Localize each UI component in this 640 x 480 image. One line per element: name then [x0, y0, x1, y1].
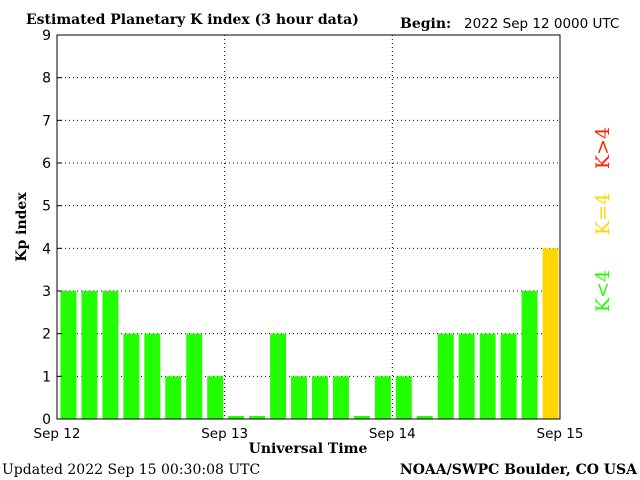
kp-bar [228, 416, 245, 419]
kp-bar [479, 333, 496, 419]
y-ticks: 0 1 2 3 4 5 6 7 8 9 [42, 28, 62, 428]
y-tick-label: 3 [42, 284, 51, 300]
y-tick-label: 7 [42, 113, 51, 129]
y-tick-label: 0 [42, 412, 51, 428]
y-tick-label: 4 [42, 241, 51, 257]
kp-bar [123, 333, 140, 419]
kp-bar [437, 333, 454, 419]
x-tick-label: Sep 12 [34, 426, 81, 442]
x-axis-label: Universal Time [249, 441, 368, 457]
kp-bar [458, 333, 475, 419]
plot-frame [56, 34, 561, 420]
legend-entry: K=4 [592, 193, 614, 235]
x-tick-label: Sep 13 [201, 426, 248, 442]
source-credit: NOAA/SWPC Boulder, CO USA [400, 462, 638, 478]
kp-bar [395, 376, 412, 419]
y-axis-label: Kp index [14, 192, 30, 262]
kp-bar [81, 291, 98, 419]
x-ticks: Sep 12 Sep 13 Sep 14 Sep 15 [34, 426, 584, 442]
kp-bar [353, 416, 370, 419]
kp-bar [207, 376, 224, 419]
x-tick-label: Sep 15 [537, 426, 584, 442]
kp-bar [144, 333, 161, 419]
y-tick-label: 5 [42, 199, 51, 215]
kp-bar [186, 333, 203, 419]
kp-bar [542, 248, 559, 419]
updated-timestamp: Updated 2022 Sep 15 00:30:08 UTC [2, 462, 260, 478]
kp-bar [312, 376, 328, 419]
legend-entry: K<4 [592, 270, 614, 312]
kp-bar [521, 291, 538, 419]
bars [60, 248, 559, 419]
kp-bar [500, 333, 517, 419]
x-tick-label: Sep 14 [369, 426, 416, 442]
y-tick-label: 8 [42, 71, 51, 87]
kp-bar [416, 416, 433, 419]
begin-label: Begin: [400, 16, 451, 32]
kp-bar [270, 333, 287, 419]
y-tick-label: 2 [42, 327, 51, 343]
kp-bar [249, 416, 266, 419]
begin-value: 2022 Sep 12 0000 UTC [464, 16, 619, 32]
y-tick-label: 1 [42, 369, 51, 385]
legend-entry: K>4 [592, 127, 614, 169]
kp-bar [332, 376, 349, 419]
legend: K<4 K=4 K>4 [592, 127, 614, 312]
y-tick-label: 9 [42, 28, 51, 44]
grid-lines [57, 34, 560, 419]
chart-title: Estimated Planetary K index (3 hour data… [26, 12, 359, 28]
kp-bar [102, 291, 119, 419]
y-tick-label: 6 [42, 156, 51, 172]
kp-bar [60, 291, 77, 419]
kp-bar [374, 376, 391, 419]
kp-bar [291, 376, 307, 419]
kp-bar [165, 376, 182, 419]
